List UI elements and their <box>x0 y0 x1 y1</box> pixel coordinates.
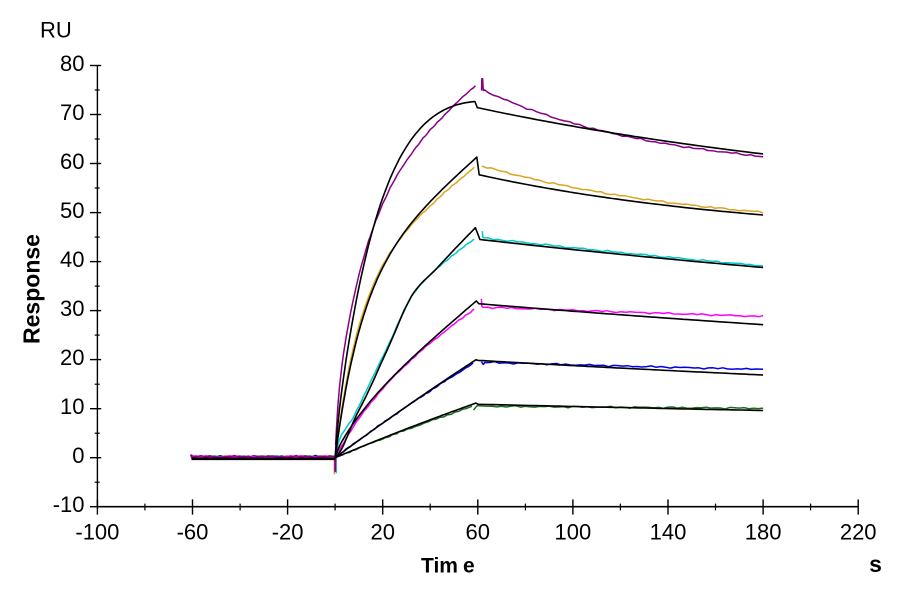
svg-text:20: 20 <box>370 520 394 545</box>
svg-text:100: 100 <box>555 520 592 545</box>
svg-text:80: 80 <box>60 51 84 76</box>
svg-text:-20: -20 <box>272 520 304 545</box>
svg-text:-60: -60 <box>177 520 209 545</box>
svg-text:180: 180 <box>745 520 782 545</box>
svg-text:0: 0 <box>72 443 84 468</box>
svg-text:RU: RU <box>40 18 72 43</box>
svg-text:140: 140 <box>650 520 687 545</box>
svg-text:70: 70 <box>60 100 84 125</box>
svg-text:50: 50 <box>60 198 84 223</box>
svg-text:60: 60 <box>60 149 84 174</box>
svg-text:s: s <box>869 551 882 577</box>
svg-text:Response: Response <box>19 234 45 344</box>
svg-text:-100: -100 <box>75 520 119 545</box>
svg-text:220: 220 <box>840 520 877 545</box>
svg-text:20: 20 <box>60 345 84 370</box>
svg-text:60: 60 <box>466 520 490 545</box>
svg-text:30: 30 <box>60 296 84 321</box>
svg-text:40: 40 <box>60 247 84 272</box>
svg-text:-10: -10 <box>53 492 85 517</box>
svg-text:10: 10 <box>60 394 84 419</box>
